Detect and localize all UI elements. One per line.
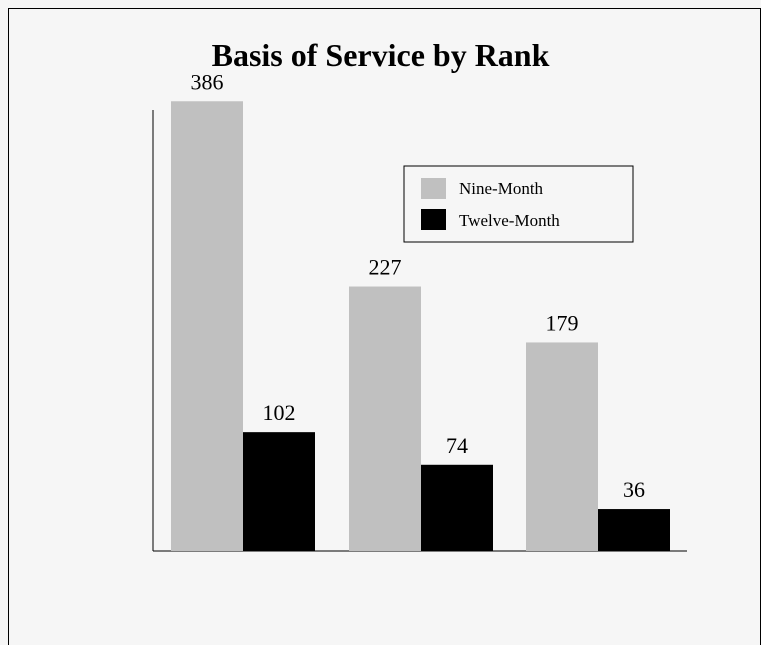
bar-twelve-month-1 xyxy=(243,432,315,551)
bar-twelve-month-2 xyxy=(421,464,493,551)
bar-twelve-month-3 xyxy=(598,509,670,551)
bar-nine-month-3 xyxy=(526,342,598,551)
bars-group: 386 227 179 102 74 36 xyxy=(171,69,670,552)
legend-box xyxy=(403,165,634,243)
chart-title: Basis of Service by Rank xyxy=(211,37,550,73)
legend: Nine-Month Twelve-Month xyxy=(403,165,634,243)
data-label-twelve-month-1: 102 xyxy=(263,400,296,425)
data-label-nine-month-1: 386 xyxy=(191,69,224,94)
bar-nine-month-1 xyxy=(171,101,243,552)
bar-nine-month-2 xyxy=(349,286,421,551)
data-label-twelve-month-3: 36 xyxy=(623,477,645,502)
data-label-nine-month-2: 227 xyxy=(369,255,402,280)
legend-label-twelve-month: Twelve-Month xyxy=(459,211,560,230)
legend-swatch-twelve-month xyxy=(421,209,446,230)
legend-swatch-nine-month xyxy=(421,178,446,199)
legend-label-nine-month: Nine-Month xyxy=(459,179,544,198)
data-label-nine-month-3: 179 xyxy=(546,310,579,335)
data-label-twelve-month-2: 74 xyxy=(446,433,468,458)
